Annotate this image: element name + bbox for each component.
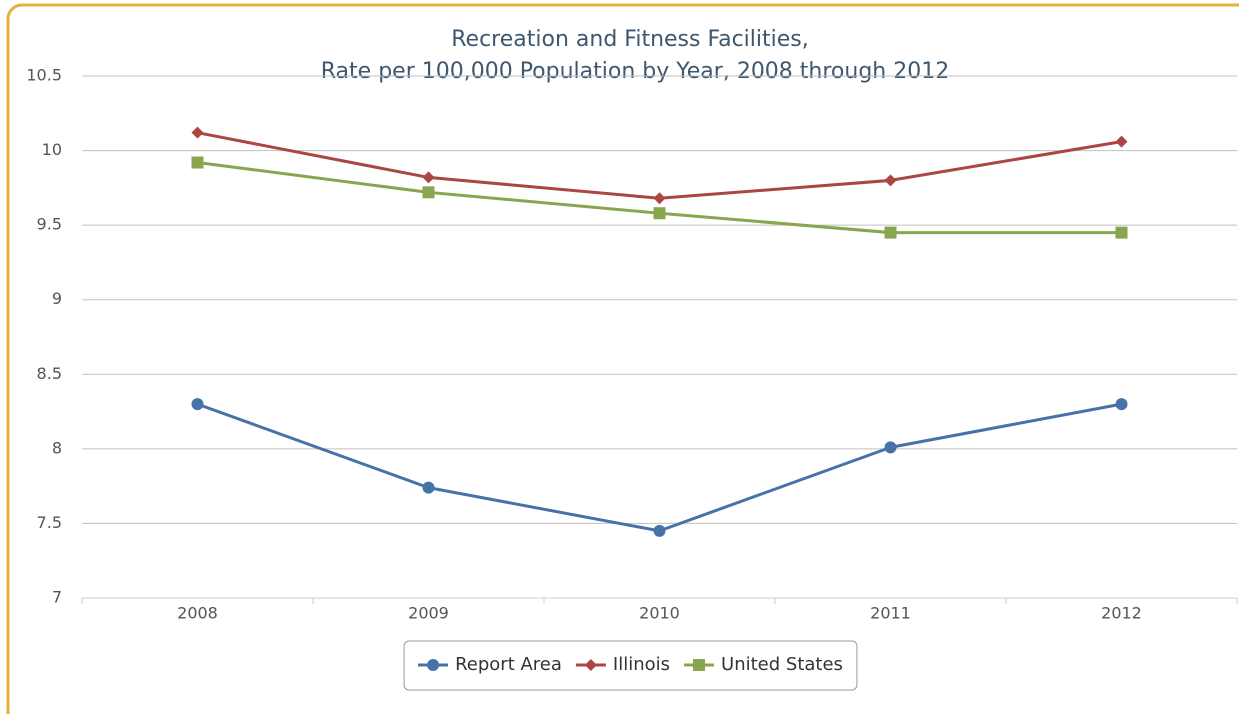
marker (884, 226, 897, 239)
x-tick-label: 2011 (870, 604, 911, 623)
marker (1115, 398, 1128, 411)
marker (1115, 226, 1128, 239)
legend-item: United States (684, 654, 843, 675)
chart-title: Recreation and Fitness Facilities, (451, 27, 809, 52)
y-tick-label: 10.5 (26, 66, 62, 85)
marker (1115, 135, 1128, 148)
marker (653, 192, 666, 205)
legend-label: United States (721, 654, 843, 675)
x-tick-label: 2009 (408, 604, 449, 623)
legend: Report Area Illinois United States (403, 640, 858, 691)
marker (191, 398, 204, 411)
y-tick-label: 8.5 (37, 364, 62, 383)
legend-item: Report Area (418, 654, 562, 675)
marker (422, 171, 435, 184)
x-tick-label: 2008 (177, 604, 218, 623)
marker (191, 156, 204, 169)
y-tick-label: 10 (42, 140, 62, 159)
legend-label: Report Area (455, 654, 562, 675)
marker (422, 481, 435, 494)
y-tick-label: 7 (52, 588, 62, 607)
y-tick-label: 9 (52, 289, 62, 308)
y-tick-label: 7.5 (37, 513, 62, 532)
x-tick-label: 2010 (639, 604, 680, 623)
chart-title: Rate per 100,000 Population by Year, 200… (321, 59, 949, 84)
legend-box (403, 640, 858, 691)
y-tick-label: 9.5 (37, 215, 62, 234)
y-tick-label: 8 (52, 438, 62, 457)
x-tick-label: 2012 (1101, 604, 1142, 623)
marker (191, 126, 204, 139)
marker (422, 186, 435, 199)
marker (584, 659, 597, 671)
marker (884, 174, 897, 187)
marker (427, 659, 440, 671)
legend-label: Illinois (613, 654, 670, 675)
marker (653, 207, 666, 220)
chart-frame (6, 3, 1239, 718)
marker (693, 659, 706, 671)
legend-item: Illinois (575, 654, 670, 675)
marker (884, 441, 897, 454)
marker (653, 524, 666, 537)
